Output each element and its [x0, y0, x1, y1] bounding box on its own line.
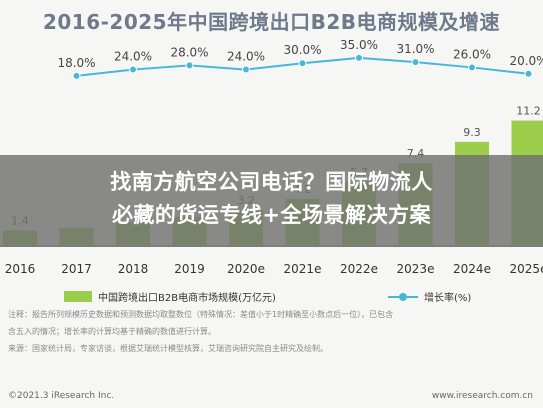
growth-point-2025e [524, 69, 533, 78]
growth-label-2025e: 20.0% [509, 54, 543, 68]
legend-bar-label: 中国跨境出口B2B电商市场规模(万亿元) [98, 292, 276, 304]
chart-title: 2016-2025年中国跨境出口B2B电商规模及增速 [42, 10, 501, 34]
copyright-text: ©2021.3 iResearch Inc. [8, 391, 115, 401]
growth-label-2024e: 26.0% [453, 47, 491, 61]
legend-item-bar: 中国跨境出口B2B电商市场规模(万亿元) [64, 289, 276, 304]
growth-point-2018 [129, 65, 137, 74]
growth-label-2022e: 35.0% [340, 38, 378, 52]
x-tick-2016: 2016 [5, 262, 36, 276]
growth-point-2021e [298, 59, 307, 68]
x-tick-2018: 2018 [118, 262, 149, 276]
bar-value-label-2024e: 9.3 [463, 126, 481, 139]
growth-point-2019 [185, 61, 194, 70]
growth-label-2019: 28.0% [170, 45, 208, 59]
growth-point-2024e [468, 63, 476, 72]
source-url[interactable]: www.iresearch.com.cn [431, 391, 533, 401]
x-tick-2025e: 2025e [510, 262, 543, 276]
growth-label-2017: 18.0% [57, 56, 95, 70]
overlay-line-1[interactable]: 找南方航空公司电话？国际物流人 [110, 170, 433, 194]
x-tick-2024e: 2024e [453, 262, 491, 276]
note-line-3: 来源：国家统计局，专家访谈，根据艾瑞统计模型核算，艾瑞咨询研究院自主研究及绘制。 [8, 344, 328, 353]
legend-line-label: 增长率(%) [424, 292, 472, 304]
chart-notes: 注释：报告所列规模历史数据和预测数据均取整数位（特殊情况：差值小于1时精确至小数… [8, 306, 538, 357]
x-tick-2023e: 2023e [397, 262, 435, 276]
x-tick-2019: 2019 [174, 262, 205, 276]
x-tick-2021e: 2021e [284, 262, 322, 276]
chart-plot: 1.43.24.25.77.49.311.2201620172018201920… [0, 38, 543, 276]
growth-point-2023e [411, 58, 420, 67]
growth-label-2021e: 30.0% [283, 43, 321, 57]
x-tick-2020e: 2020e [227, 262, 265, 276]
growth-point-2017 [72, 71, 81, 80]
x-tick-2017: 2017 [61, 262, 92, 276]
growth-label-2023e: 31.0% [396, 42, 434, 56]
growth-point-2020e [242, 65, 250, 74]
note-line-2: 含五入的情况；增长率的计算均基于精确的数值进行计算。 [8, 327, 216, 336]
note-line-1: 注释：报告所列规模历史数据和预测数据均取整数位（特殊情况：差值小于1时精确至小数… [8, 310, 394, 319]
overlay-line-2[interactable]: 必藏的货运专线+全场景解决方案 [111, 203, 432, 227]
growth-label-2020e: 24.0% [227, 50, 265, 64]
overlay-banner-text[interactable]: 找南方航空公司电话？国际物流人 必藏的货运专线+全场景解决方案 [0, 166, 543, 232]
legend-bar-swatch [64, 290, 92, 302]
x-tick-2022e: 2022e [340, 262, 378, 276]
bar-value-label-2025e: 11.2 [516, 105, 541, 118]
legend-item-line: 增长率(%) [388, 289, 472, 304]
legend-line-swatch [388, 291, 418, 302]
growth-label-2018: 24.0% [114, 50, 152, 64]
overlay-banner[interactable] [0, 155, 543, 247]
growth-point-2022e [355, 53, 363, 62]
